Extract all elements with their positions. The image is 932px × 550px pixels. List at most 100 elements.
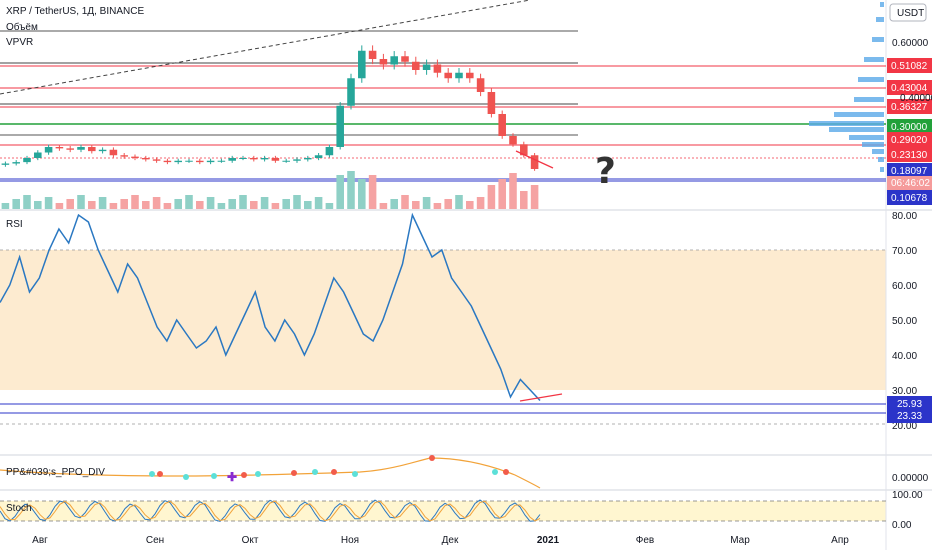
price-level-tag (887, 147, 932, 162)
stoch-indicator-label[interactable]: Stoch (6, 503, 32, 514)
time-axis-label: Ноя (341, 535, 359, 546)
volume-bar (239, 195, 247, 209)
stoch-band (0, 501, 886, 521)
rsi-axis-label: 60.00 (892, 281, 917, 292)
candle-body (358, 50, 366, 79)
volume-bar (509, 173, 517, 209)
time-axis: Авг Сен Окт Ноя Дек 2021 Фев Мар Апр (32, 535, 849, 546)
candle-body (390, 56, 398, 65)
volume-bar (120, 199, 128, 209)
stoch-axis-label: 0.00 (892, 520, 912, 531)
volume-bar (368, 175, 377, 209)
candle-body (487, 92, 496, 114)
candle-body (142, 158, 150, 160)
volume-bar (379, 203, 388, 209)
time-axis-label: Окт (242, 535, 259, 546)
volume-bar (487, 185, 496, 209)
vpvr-bar (849, 135, 884, 140)
volume-bar (293, 195, 301, 209)
trend-line[interactable] (0, 0, 531, 95)
price-axis-label: 0.60000 (892, 38, 929, 49)
volume-bar (163, 203, 172, 209)
volume-bar (66, 199, 74, 209)
candle-body (217, 160, 226, 162)
ppo-marker-dot (352, 471, 358, 477)
volume-bar (77, 195, 85, 209)
rsi-divergence-line[interactable] (519, 393, 563, 402)
volume-bar (12, 199, 20, 209)
price-level-tag (887, 163, 932, 178)
divergence-line[interactable] (515, 150, 554, 169)
candle-body (163, 160, 172, 163)
price-candles (1, 45, 539, 171)
candle-body (23, 158, 31, 163)
volume-bar (55, 203, 64, 209)
candle-body (347, 78, 355, 106)
countdown-tag-label: 06:46:02 (891, 178, 930, 189)
candle-body (401, 56, 409, 62)
stoch-d-line (0, 500, 541, 522)
vpvr-bar (809, 121, 884, 126)
currency-button-label: USDT (897, 8, 924, 19)
volume-bar (271, 203, 280, 209)
ppo-indicator-label[interactable]: PP&#039;s_PPO_DIV (6, 467, 105, 478)
candle-body (293, 159, 301, 161)
vpvr-indicator-label[interactable]: VPVR (6, 37, 33, 48)
vpvr-bar (872, 149, 884, 154)
ppo-marker-dot (241, 472, 247, 478)
ppo-marker-dot (183, 474, 189, 480)
rsi-axis-label: 80.00 (892, 211, 917, 222)
volume-bar (347, 171, 355, 209)
volume-bar (412, 201, 420, 209)
candle-body (520, 144, 528, 156)
volume-bar (260, 197, 269, 209)
rsi-level-tag (887, 408, 932, 423)
volume-bar (1, 203, 10, 209)
volume-bar (206, 197, 215, 209)
candle-body (185, 160, 193, 162)
price-level-tag-label: 0.30000 (891, 122, 928, 133)
currency-button[interactable] (889, 3, 927, 22)
time-axis-label: Апр (831, 535, 849, 546)
candle-body (88, 147, 96, 152)
candle-body (304, 158, 312, 160)
candle-body (412, 61, 420, 70)
volume-indicator-label[interactable]: Объём (6, 21, 38, 33)
ppo-axis-label: 0.00000 (892, 473, 929, 484)
question-mark: ? (595, 151, 616, 192)
volume-bar (520, 191, 528, 209)
ppo-marker-dot (255, 471, 261, 477)
vpvr-bar (854, 97, 884, 102)
time-axis-label: Дек (442, 535, 459, 546)
candle-body (44, 147, 53, 153)
candle-body (152, 159, 161, 161)
rsi-axis-label: 20.00 (892, 421, 917, 432)
rsi-level-tag (887, 396, 932, 411)
volume-bar (185, 195, 193, 209)
candle-body (271, 158, 280, 161)
volume-bar (34, 201, 42, 209)
rsi-indicator-label[interactable]: RSI (6, 219, 23, 230)
candle-body (66, 148, 74, 150)
volume-bar (44, 197, 53, 209)
candle-body (433, 64, 442, 73)
time-axis-label: 2021 (537, 535, 560, 546)
candle-body (422, 64, 431, 70)
volume-bar (304, 201, 312, 209)
rsi-level-tag-label: 25.93 (897, 399, 922, 410)
volume-bar (196, 201, 204, 209)
rsi-axis-label: 50.00 (892, 316, 917, 327)
candle-body (260, 158, 269, 160)
vpvr-bar (858, 77, 884, 82)
volume-bar (358, 179, 366, 209)
volume-bar (109, 203, 118, 209)
vpvr-bar (834, 112, 884, 117)
vpvr-bar (876, 17, 884, 22)
volume-bar (476, 197, 485, 209)
volume-bar (88, 201, 96, 209)
volume-bar (250, 201, 258, 209)
price-level-tag-label: 0.23130 (891, 150, 928, 161)
volume-bar (336, 175, 344, 209)
rsi-level-tag-label: 23.33 (897, 411, 922, 422)
